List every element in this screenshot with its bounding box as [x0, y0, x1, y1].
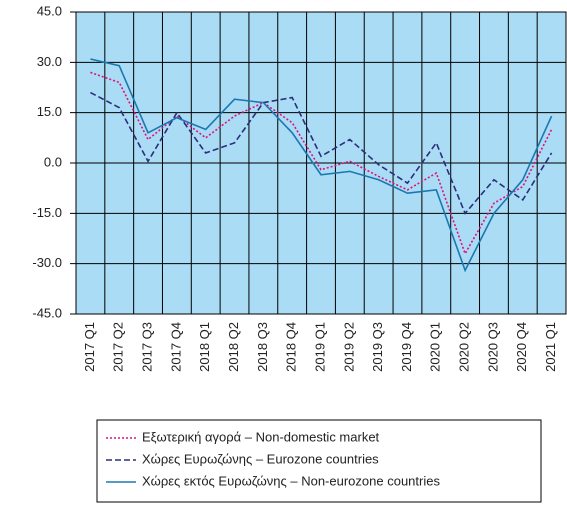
- x-tick-label: 2017 Q4: [168, 322, 183, 372]
- x-tick-label: 2020 Q4: [514, 322, 529, 372]
- x-tick-label: 2019 Q1: [312, 322, 327, 372]
- y-tick-label: -45.0: [32, 305, 62, 320]
- x-tick-label: 2021 Q1: [543, 322, 558, 372]
- y-tick-label: -15.0: [32, 205, 62, 220]
- x-tick-label: 2019 Q3: [370, 322, 385, 372]
- legend-box: [96, 419, 542, 503]
- x-tick-label: 2018 Q3: [255, 322, 270, 372]
- y-tick-label: 30.0: [37, 54, 62, 69]
- y-tick-label: 0.0: [44, 154, 62, 169]
- series-line: [90, 58, 553, 273]
- x-tick-label: 2017 Q1: [82, 322, 97, 372]
- x-tick-label: 2020 Q2: [457, 322, 472, 372]
- y-tick-label: 45.0: [37, 3, 62, 18]
- x-tick-label: 2018 Q2: [226, 322, 241, 372]
- legend-label: Εξωτερική αγορά – Non-domestic market: [142, 429, 380, 444]
- x-tick-label: 2018 Q4: [284, 322, 299, 372]
- y-tick-label: -30.0: [32, 255, 62, 270]
- x-tick-label: 2017 Q2: [111, 322, 126, 372]
- legend-label: Χώρες Ευρωζώνης – Eurozone countries: [142, 451, 379, 466]
- y-tick-label: 15.0: [37, 104, 62, 119]
- legend-label: Χώρες εκτός Ευρωζώνης – Non-eurozone cou…: [142, 473, 440, 488]
- x-tick-label: 2018 Q1: [197, 322, 212, 372]
- x-tick-label: 2019 Q2: [341, 322, 356, 372]
- x-tick-label: 2019 Q4: [399, 322, 414, 372]
- series-line: [90, 91, 553, 215]
- x-tick-label: 2020 Q3: [485, 322, 500, 372]
- x-tick-label: 2020 Q1: [428, 322, 443, 372]
- x-tick-label: 2017 Q3: [139, 322, 154, 372]
- series-line: [90, 71, 553, 256]
